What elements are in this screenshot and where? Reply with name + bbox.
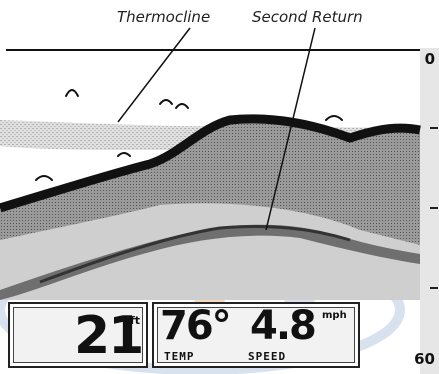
thermocline-leader-line xyxy=(117,27,191,123)
depth-readout: 21 ft xyxy=(8,302,148,368)
fish-arch-icon xyxy=(35,175,53,181)
bottom-return-light xyxy=(0,203,420,300)
second-return-band xyxy=(0,224,420,300)
temperature-label: TEMP xyxy=(164,350,195,363)
fish-arch-icon xyxy=(325,115,343,121)
second-return-edge xyxy=(39,225,351,284)
depth-value: 21 xyxy=(74,306,144,366)
temp-speed-readout: 76° 4.8 mph TEMP SPEED xyxy=(152,302,360,368)
temperature-value: 76° xyxy=(160,303,232,349)
depth-scale-bottom-label: 60 xyxy=(414,350,435,368)
speed-unit: mph xyxy=(322,310,347,321)
depth-unit: ft xyxy=(130,314,141,327)
depth-scale-top-label: 0 xyxy=(424,50,435,68)
depth-scale-bar xyxy=(420,48,439,374)
bottom-edge xyxy=(0,114,421,213)
fish-arch-icon xyxy=(117,152,131,157)
fish-arch-icon xyxy=(159,99,173,105)
thermocline-callout-label: Thermocline xyxy=(117,8,211,26)
second-return-callout-label: Second Return xyxy=(252,8,363,26)
second-return-leader-line xyxy=(265,27,316,231)
speed-label: SPEED xyxy=(248,350,287,363)
fish-arch-icon xyxy=(175,103,189,109)
speed-value: 4.8 xyxy=(250,303,317,349)
fish-arch-icon xyxy=(65,89,79,97)
